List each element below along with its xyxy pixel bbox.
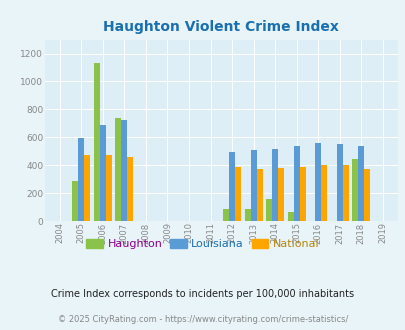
Bar — [287, 212, 293, 221]
Title: Haughton Violent Crime Index: Haughton Violent Crime Index — [103, 20, 338, 34]
Bar — [72, 181, 78, 221]
Bar — [250, 150, 256, 221]
Legend: Haughton, Louisiana, National: Haughton, Louisiana, National — [82, 234, 323, 253]
Bar — [244, 209, 250, 221]
Bar — [342, 165, 348, 221]
Bar — [265, 199, 271, 221]
Bar — [228, 152, 234, 221]
Bar — [277, 168, 284, 221]
Bar — [127, 157, 133, 221]
Text: © 2025 CityRating.com - https://www.cityrating.com/crime-statistics/: © 2025 CityRating.com - https://www.city… — [58, 315, 347, 324]
Bar — [320, 165, 326, 221]
Bar — [293, 146, 299, 221]
Bar — [357, 146, 363, 221]
Bar — [352, 159, 357, 221]
Bar — [314, 143, 320, 221]
Bar — [299, 167, 305, 221]
Bar — [115, 118, 121, 221]
Bar — [121, 120, 127, 221]
Bar — [84, 155, 90, 221]
Bar — [256, 169, 262, 221]
Bar — [234, 167, 241, 221]
Bar — [106, 155, 112, 221]
Bar — [94, 63, 100, 221]
Bar — [336, 144, 342, 221]
Bar — [78, 138, 84, 221]
Text: Crime Index corresponds to incidents per 100,000 inhabitants: Crime Index corresponds to incidents per… — [51, 289, 354, 299]
Bar — [271, 148, 277, 221]
Bar — [363, 169, 369, 221]
Bar — [100, 125, 106, 221]
Bar — [222, 209, 228, 221]
